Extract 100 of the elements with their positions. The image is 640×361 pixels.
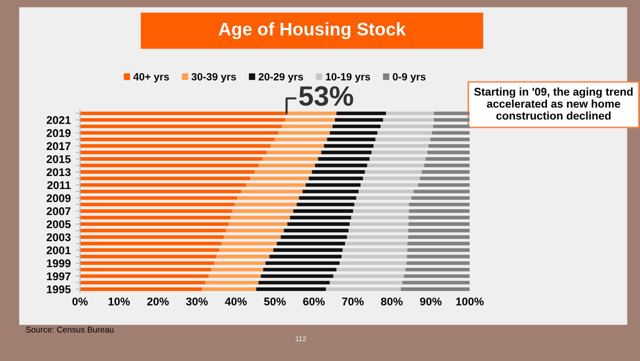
- legend-label: 0-9 yrs: [392, 73, 426, 82]
- bar: [260, 274, 334, 278]
- bar: [246, 183, 306, 187]
- bar: [302, 190, 359, 194]
- bar: [405, 268, 470, 272]
- bar: [228, 222, 288, 226]
- y-tick-label: 2019: [46, 129, 71, 138]
- bar: [427, 150, 470, 154]
- bar: [219, 248, 274, 252]
- bar: [414, 190, 470, 194]
- bar: [299, 196, 356, 200]
- bar: [333, 274, 404, 278]
- bar: [234, 202, 297, 206]
- bar: [360, 183, 418, 187]
- bar: [356, 196, 412, 200]
- x-tick-label: 40%: [224, 298, 247, 306]
- bar: [202, 287, 256, 291]
- bar: [80, 112, 287, 116]
- bar: [274, 138, 328, 142]
- bar: [407, 242, 470, 246]
- bar: [386, 112, 434, 116]
- bar: [226, 228, 284, 232]
- x-tick-label: 90%: [420, 298, 442, 306]
- bar: [312, 170, 365, 174]
- bar: [306, 183, 361, 187]
- bar: [80, 138, 274, 142]
- legend-label: 30-39 yrs: [191, 73, 236, 82]
- bar: [208, 274, 261, 278]
- bar: [350, 222, 409, 226]
- bar: [80, 183, 246, 187]
- x-tick-label: 100%: [456, 298, 484, 306]
- bar: [80, 254, 216, 258]
- bar: [408, 216, 470, 220]
- x-tick-label: 50%: [264, 298, 286, 306]
- bar: [80, 164, 259, 168]
- bar: [256, 287, 326, 291]
- bar: [321, 150, 372, 154]
- bar: [80, 222, 228, 226]
- bar: [402, 280, 470, 284]
- bar: [224, 235, 281, 239]
- x-tick-label: 60%: [303, 298, 325, 306]
- legend-label: 40+ yrs: [133, 73, 169, 82]
- bar: [420, 176, 470, 180]
- bar: [296, 202, 354, 206]
- legend-label: 20-29 yrs: [258, 73, 304, 82]
- bar: [287, 222, 350, 226]
- x-tick-label: 80%: [381, 298, 403, 306]
- text: Starting in '09, the aging trend accelerated as new home construction declined: [474, 88, 633, 120]
- bar: [336, 268, 406, 272]
- bar: [308, 176, 363, 180]
- bar: [324, 144, 374, 148]
- y-tick-label: 1995: [46, 285, 71, 294]
- bar: [383, 118, 434, 122]
- bar: [263, 268, 336, 272]
- bar: [214, 261, 266, 265]
- x-tick-label: 70%: [342, 298, 364, 306]
- bar: [351, 216, 409, 220]
- bar: [80, 287, 202, 291]
- bar: [326, 287, 401, 291]
- bar: [408, 228, 470, 232]
- bar: [428, 144, 470, 148]
- bar: [315, 164, 368, 168]
- x-tick-label: 20%: [147, 298, 169, 306]
- bar: [278, 131, 330, 135]
- y-tick-label: 2007: [46, 207, 70, 216]
- bar: [404, 274, 470, 278]
- bar: [284, 228, 349, 232]
- bar: [80, 190, 242, 194]
- bar: [422, 170, 470, 174]
- bar: [211, 268, 264, 272]
- bar: [280, 235, 347, 239]
- y-tick-label: 2005: [46, 220, 71, 228]
- bar: [342, 254, 408, 258]
- bar: [80, 131, 278, 135]
- bar: [80, 157, 262, 161]
- bar: [318, 157, 370, 161]
- bar: [373, 144, 428, 148]
- y-tick-label: 2003: [46, 233, 71, 242]
- bar: [254, 170, 312, 174]
- bar: [426, 157, 470, 161]
- y-tick-label: 1999: [46, 259, 71, 268]
- legend-label: 10-19 yrs: [326, 73, 370, 82]
- bar: [346, 235, 408, 239]
- bar: [285, 118, 335, 122]
- bar: [372, 150, 428, 154]
- bar: [80, 216, 230, 220]
- bar: [293, 209, 354, 213]
- bar: [377, 131, 432, 135]
- y-tick-label: 2001: [46, 246, 71, 254]
- y-tick-label: 2013: [46, 168, 71, 176]
- bar: [411, 196, 470, 200]
- y-tick-label: 2021: [46, 116, 71, 124]
- bar: [430, 138, 470, 142]
- bar: [362, 176, 420, 180]
- x-tick-label: 30%: [186, 298, 208, 306]
- bar: [332, 124, 381, 128]
- bar: [266, 150, 322, 154]
- bar: [80, 170, 255, 174]
- bar: [330, 131, 378, 135]
- bar: [364, 170, 422, 174]
